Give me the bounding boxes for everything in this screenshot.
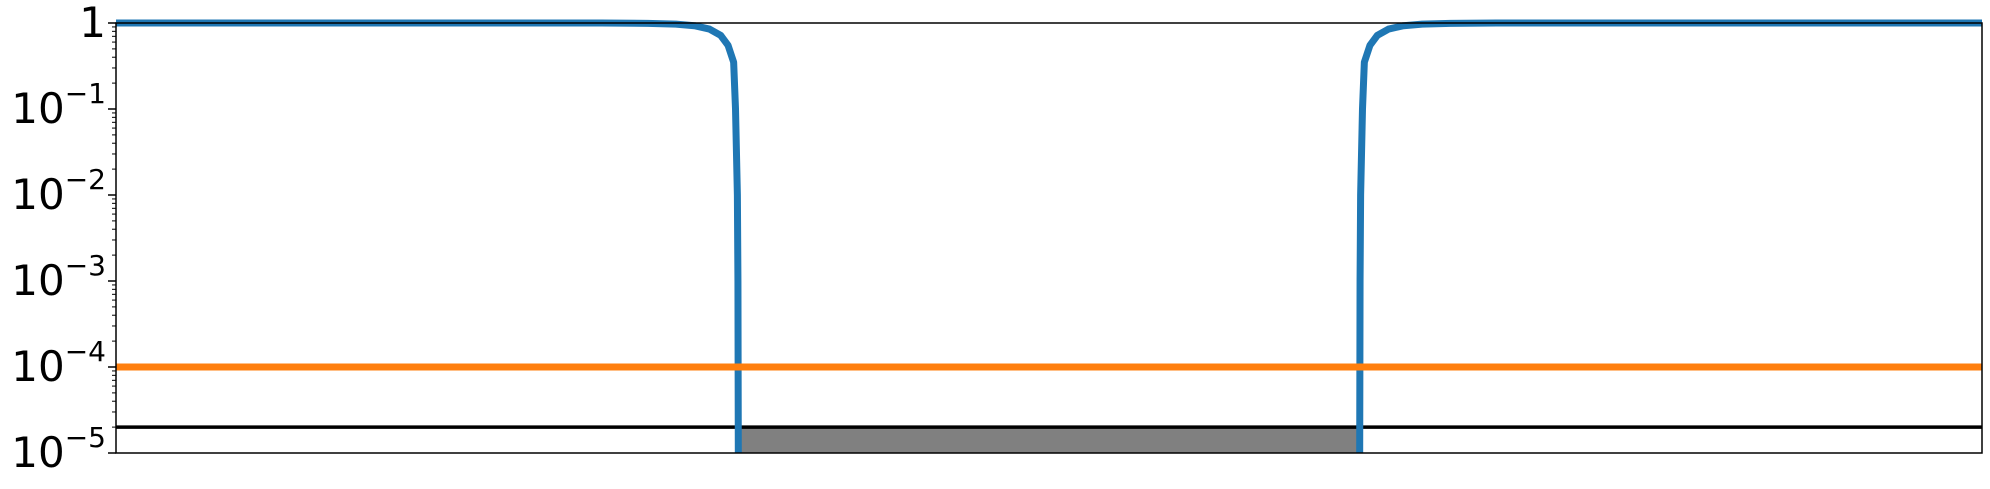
plot-area: [116, 19, 1982, 454]
y-tick-label-exponent: −5: [65, 421, 106, 454]
y-tick-label-exponent: −3: [65, 249, 106, 282]
y-tick-label-2: 10−2: [11, 163, 106, 219]
y-tick-label-base: 10: [11, 256, 64, 305]
y-tick-label-5: 10−5: [11, 421, 106, 477]
y-tick-label-base: 10: [11, 84, 64, 133]
series-0-segment-1: [1356, 19, 1982, 454]
y-axis: 110−110−210−310−410−5: [11, 0, 1983, 477]
y-tick-label-base: 1: [79, 0, 106, 47]
y-tick-label-base: 10: [11, 342, 64, 391]
y-tick-label-3: 10−3: [11, 249, 106, 305]
y-tick-label-base: 10: [11, 428, 64, 477]
shaded-region: [738, 427, 1360, 453]
y-tick-label-4: 10−4: [11, 335, 106, 391]
y-tick-label-base: 10: [11, 170, 64, 219]
y-tick-label-exponent: −1: [65, 77, 106, 110]
y-tick-label-0: 1: [79, 0, 106, 47]
series-0-segment-0: [116, 19, 742, 454]
y-tick-label-exponent: −4: [65, 335, 106, 368]
y-tick-label-1: 10−1: [11, 77, 106, 133]
axes-frame: [115, 22, 1983, 454]
y-tick-label-exponent: −2: [65, 163, 106, 196]
